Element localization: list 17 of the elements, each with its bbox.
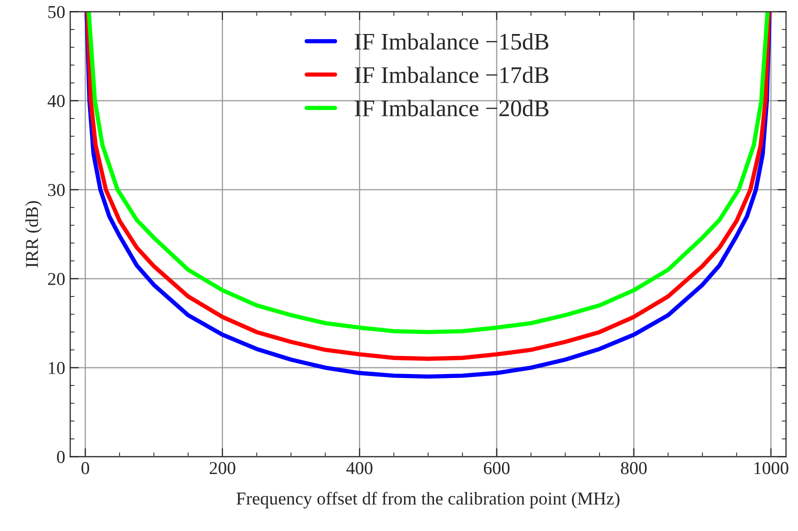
y-tick-label: 50: [48, 6, 65, 18]
x-tick-label: 600: [484, 462, 510, 474]
y-tick-label: 30: [48, 184, 65, 196]
y-axis-title: IRR (dB): [25, 201, 42, 268]
y-tick-label: 10: [48, 362, 65, 374]
x-axis-title: Frequency offset df from the calibration point (MHz): [236, 492, 620, 508]
x-tick-label: 0: [81, 462, 90, 474]
legend-label: IF Imbalance −17dB: [354, 66, 548, 84]
y-tick-label: 0: [57, 450, 65, 464]
x-tick-label: 200: [210, 462, 236, 474]
x-tick-label: 800: [620, 462, 647, 474]
x-tick-label: 1000: [754, 462, 788, 474]
legend-label: IF Imbalance −15dB: [354, 33, 548, 50]
x-tick-label: 400: [346, 462, 372, 474]
legend-label: IF Imbalance −20dB: [354, 100, 548, 116]
y-tick-label: 40: [48, 94, 65, 108]
y-tick-label: 20: [48, 272, 65, 286]
